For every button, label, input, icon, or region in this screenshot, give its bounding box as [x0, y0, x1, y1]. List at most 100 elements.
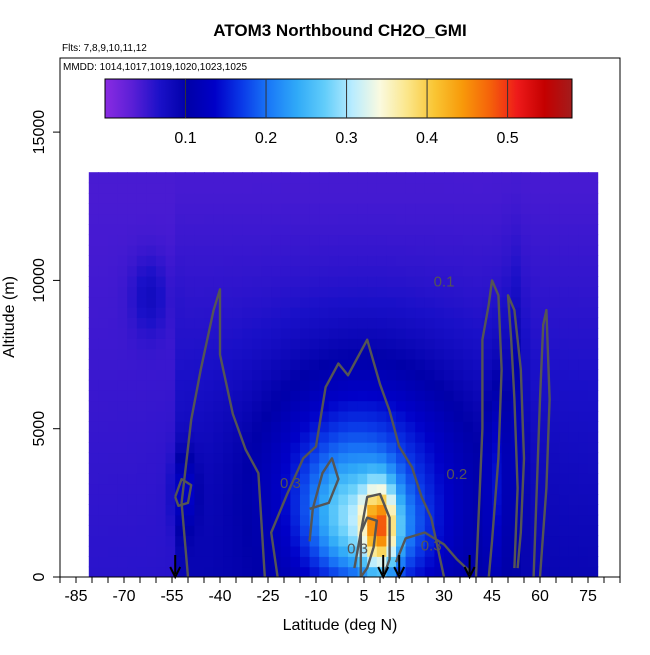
- heatmap-cell: [357, 369, 368, 381]
- heatmap-cell: [588, 545, 599, 557]
- heatmap-cell: [252, 203, 263, 215]
- heatmap-cell: [290, 255, 301, 267]
- heatmap-cell: [578, 431, 589, 443]
- heatmap-cell: [223, 431, 234, 443]
- heatmap-cell: [588, 203, 599, 215]
- heatmap-cell: [501, 545, 512, 557]
- heatmap-cell: [540, 462, 551, 474]
- heatmap-cell: [146, 400, 157, 412]
- heatmap-cell: [501, 566, 512, 577]
- heatmap-cell: [549, 473, 560, 485]
- heatmap-cell: [242, 255, 253, 267]
- heatmap-cell: [175, 327, 186, 339]
- heatmap-cell: [194, 224, 205, 236]
- heatmap-cell: [165, 462, 176, 474]
- heatmap-cell: [568, 442, 579, 454]
- heatmap-cell: [194, 203, 205, 215]
- heatmap-cell: [348, 525, 359, 537]
- heatmap-cell: [444, 327, 455, 339]
- heatmap-cell: [290, 359, 301, 370]
- heatmap-cell: [194, 182, 205, 194]
- heatmap-cell: [386, 265, 397, 277]
- heatmap-cell: [472, 442, 483, 454]
- heatmap-cell: [194, 535, 205, 547]
- heatmap-cell: [184, 182, 195, 194]
- heatmap-cell: [98, 255, 109, 267]
- heatmap-cell: [232, 244, 243, 256]
- heatmap-cell: [290, 442, 301, 454]
- heatmap-cell: [578, 224, 589, 236]
- heatmap-cell: [194, 244, 205, 256]
- heatmap-cell: [204, 224, 215, 236]
- heatmap-cell: [213, 504, 224, 516]
- heatmap-cell: [405, 317, 416, 329]
- heatmap-cell: [204, 317, 215, 329]
- heatmap-cell: [242, 514, 253, 526]
- heatmap-cell: [338, 452, 349, 464]
- contour-line: [353, 516, 378, 577]
- heatmap-cell: [184, 224, 195, 236]
- heatmap-cell: [175, 182, 186, 194]
- heatmap-cell: [511, 172, 522, 184]
- heatmap-cell: [568, 182, 579, 194]
- heatmap-cell: [280, 338, 291, 350]
- heatmap-cell: [232, 494, 243, 505]
- heatmap-cell: [588, 338, 599, 350]
- heatmap-cell: [108, 244, 119, 256]
- heatmap-cell: [444, 234, 455, 246]
- heatmap-cell: [376, 327, 387, 339]
- heatmap-cell: [175, 556, 186, 568]
- heatmap-cell: [290, 535, 301, 547]
- heatmap-cell: [338, 400, 349, 412]
- heatmap-cell: [559, 483, 570, 495]
- heatmap-cell: [88, 255, 99, 267]
- heatmap-cell: [319, 255, 330, 267]
- heatmap-cell: [482, 359, 493, 370]
- heatmap-cell: [127, 494, 138, 505]
- heatmap-cell: [415, 317, 426, 329]
- heatmap-cell: [492, 172, 503, 184]
- heatmap-cell: [223, 494, 234, 505]
- heatmap-cell: [511, 286, 522, 298]
- heatmap-cell: [290, 514, 301, 526]
- heatmap-cell: [568, 213, 579, 225]
- heatmap-cell: [108, 317, 119, 329]
- heatmap-cell: [472, 203, 483, 215]
- heatmap-cell: [280, 286, 291, 298]
- heatmap-cell: [578, 255, 589, 267]
- heatmap-cell: [367, 525, 378, 537]
- heatmap-cell: [549, 483, 560, 495]
- heatmap-cell: [463, 234, 474, 246]
- heatmap-cell: [165, 244, 176, 256]
- heatmap-cell: [300, 307, 311, 319]
- heatmap-cell: [559, 421, 570, 433]
- heatmap-cell: [300, 296, 311, 308]
- heatmap-cell: [415, 348, 426, 360]
- heatmap-cell: [511, 213, 522, 225]
- heatmap-cell: [578, 182, 589, 194]
- heatmap-cell: [348, 307, 359, 319]
- heatmap-cell: [108, 265, 119, 277]
- heatmap-cell: [309, 348, 320, 360]
- heatmap-cell: [568, 276, 579, 287]
- heatmap-cell: [319, 473, 330, 485]
- heatmap-cell: [482, 473, 493, 485]
- heatmap-cell: [108, 421, 119, 433]
- heatmap-cell: [204, 348, 215, 360]
- heatmap-cell: [175, 504, 186, 516]
- heatmap-cell: [357, 265, 368, 277]
- heatmap-cell: [146, 410, 157, 422]
- heatmap-cell: [108, 525, 119, 537]
- heatmap-cell: [511, 359, 522, 370]
- heatmap-cell: [290, 224, 301, 236]
- heatmap-cell: [165, 514, 176, 526]
- heatmap-cell: [472, 172, 483, 184]
- heatmap-cell: [309, 504, 320, 516]
- heatmap-cell: [434, 317, 445, 329]
- heatmap-cell: [328, 317, 339, 329]
- heatmap-cell: [252, 296, 263, 308]
- heatmap-cell: [357, 307, 368, 319]
- heatmap-cell: [328, 556, 339, 568]
- heatmap-cell: [328, 514, 339, 526]
